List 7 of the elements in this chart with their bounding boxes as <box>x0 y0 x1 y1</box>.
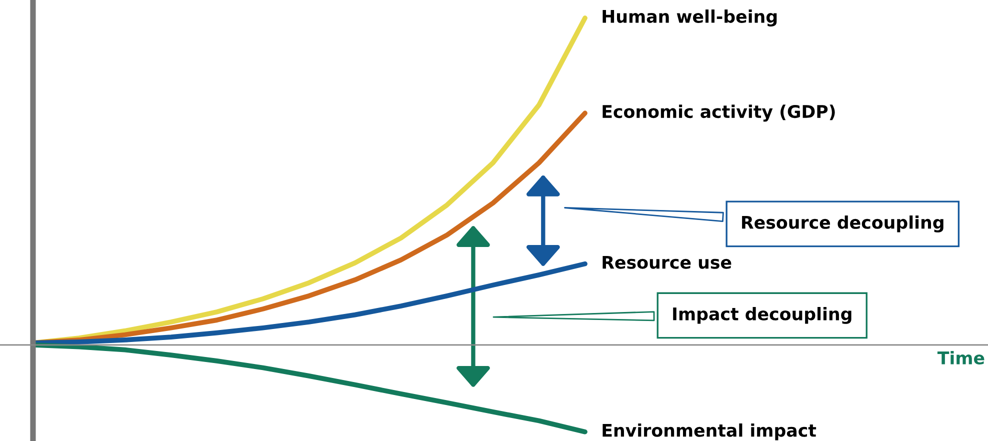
text: Resource decoupling <box>742 215 944 232</box>
series-label: Economic activity (GDP) <box>602 104 835 122</box>
text: Impact decoupling <box>673 307 852 324</box>
series-label: Human well-being <box>602 10 777 26</box>
text: Time <box>937 351 984 364</box>
series-label: Resource use <box>602 256 732 269</box>
series-label: Environmental impact <box>602 423 816 440</box>
